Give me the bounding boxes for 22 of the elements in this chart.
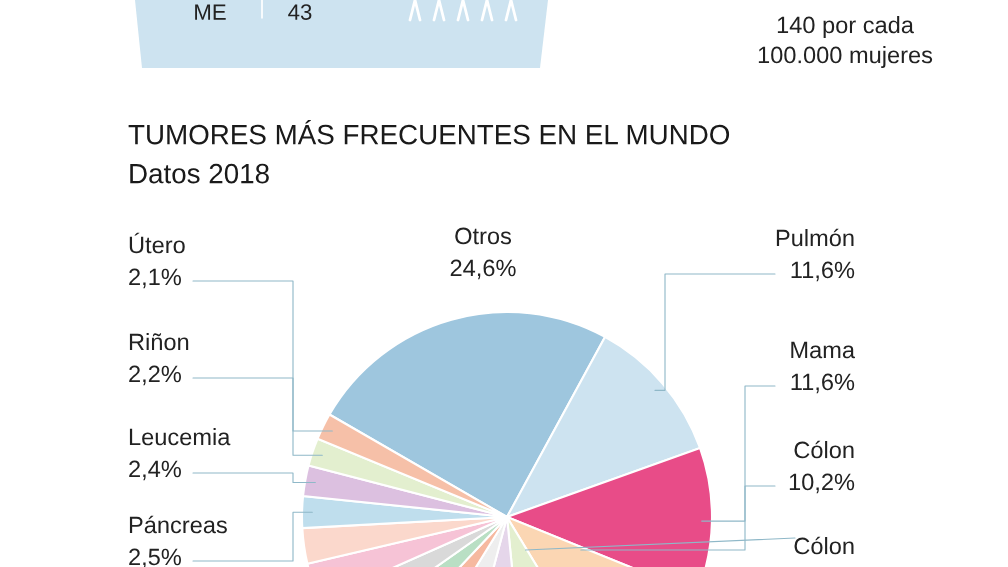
chart-title: TUMORES MÁS FRECUENTES EN EL MUNDO	[128, 120, 730, 145]
text: ME	[195, 4, 226, 20]
text: 43	[288, 4, 312, 20]
data-label: 10,2%	[789, 473, 855, 494]
slice-label: Pulmón	[776, 228, 854, 247]
slice-label: Otros	[455, 227, 512, 245]
slice-label: Cólon	[794, 440, 854, 459]
data-label: 2,4%	[129, 460, 181, 481]
data-label: 11,6%	[791, 261, 855, 282]
data-label: 24,6%	[450, 259, 516, 280]
slice-label: Riñon	[129, 333, 189, 351]
slice-label: Útero	[129, 232, 185, 254]
slice-label: Mama	[791, 341, 855, 359]
data-label: 11,6%	[791, 373, 855, 394]
text: 100.000 mujeres	[758, 46, 933, 68]
slice-label: Páncreas	[129, 515, 227, 534]
chart-subtitle: Datos 2018	[130, 163, 269, 184]
text: 140 por cada	[777, 16, 914, 39]
data-label: 2,1%	[129, 268, 181, 289]
slice-label: Cólon	[794, 536, 854, 555]
slice-label: Leucemia	[129, 427, 231, 446]
data-label: 2,2%	[129, 365, 181, 386]
